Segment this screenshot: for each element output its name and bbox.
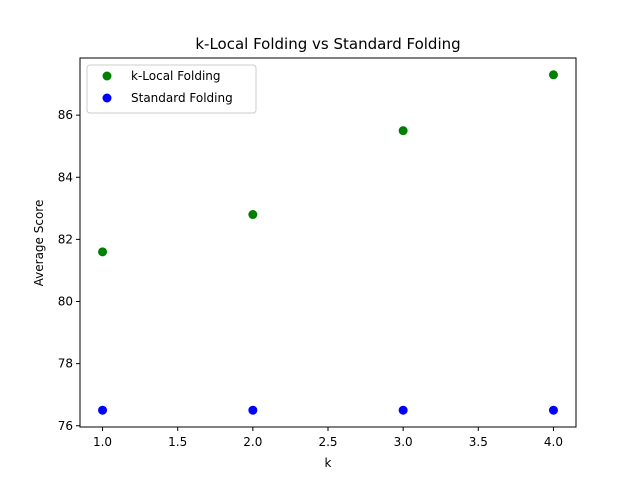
point-standard-folding	[398, 405, 408, 415]
x-tick-label: 3.0	[394, 435, 413, 449]
legend: k-Local Folding Standard Folding	[86, 64, 257, 114]
point-standard-folding	[98, 405, 108, 415]
y-tick-label: 84	[58, 170, 73, 184]
point-standard-folding	[248, 405, 258, 415]
point-k-local-folding	[98, 247, 108, 257]
x-tick-label: 2.5	[318, 435, 337, 449]
x-axis-label: k	[325, 456, 332, 470]
data-points	[98, 70, 558, 415]
y-axis-ticks: 76 78 80 82 84 86	[58, 108, 80, 433]
legend-label-k-local-folding: k-Local Folding	[131, 69, 221, 83]
y-tick-label: 80	[58, 295, 73, 309]
y-axis-label: Average Score	[32, 200, 46, 287]
legend-label-standard-folding: Standard Folding	[131, 91, 233, 105]
legend-marker-standard-folding	[102, 93, 112, 103]
x-tick-label: 1.0	[93, 435, 112, 449]
x-tick-label: 1.5	[168, 435, 187, 449]
point-k-local-folding	[548, 70, 558, 80]
y-tick-label: 82	[58, 232, 73, 246]
x-tick-label: 4.0	[544, 435, 563, 449]
point-standard-folding	[548, 405, 558, 415]
point-k-local-folding	[248, 210, 258, 220]
point-k-local-folding	[398, 126, 408, 136]
y-tick-label: 86	[58, 108, 73, 122]
legend-marker-k-local-folding	[102, 71, 112, 81]
chart-title: k-Local Folding vs Standard Folding	[195, 35, 460, 53]
x-tick-label: 3.5	[469, 435, 488, 449]
x-axis-ticks: 1.0 1.5 2.0 2.5 3.0 3.5 4.0	[93, 427, 563, 449]
y-tick-label: 76	[58, 419, 73, 433]
legend-box	[86, 64, 257, 114]
y-tick-label: 78	[58, 357, 73, 371]
plot-frame	[79, 57, 577, 428]
x-tick-label: 2.0	[243, 435, 262, 449]
